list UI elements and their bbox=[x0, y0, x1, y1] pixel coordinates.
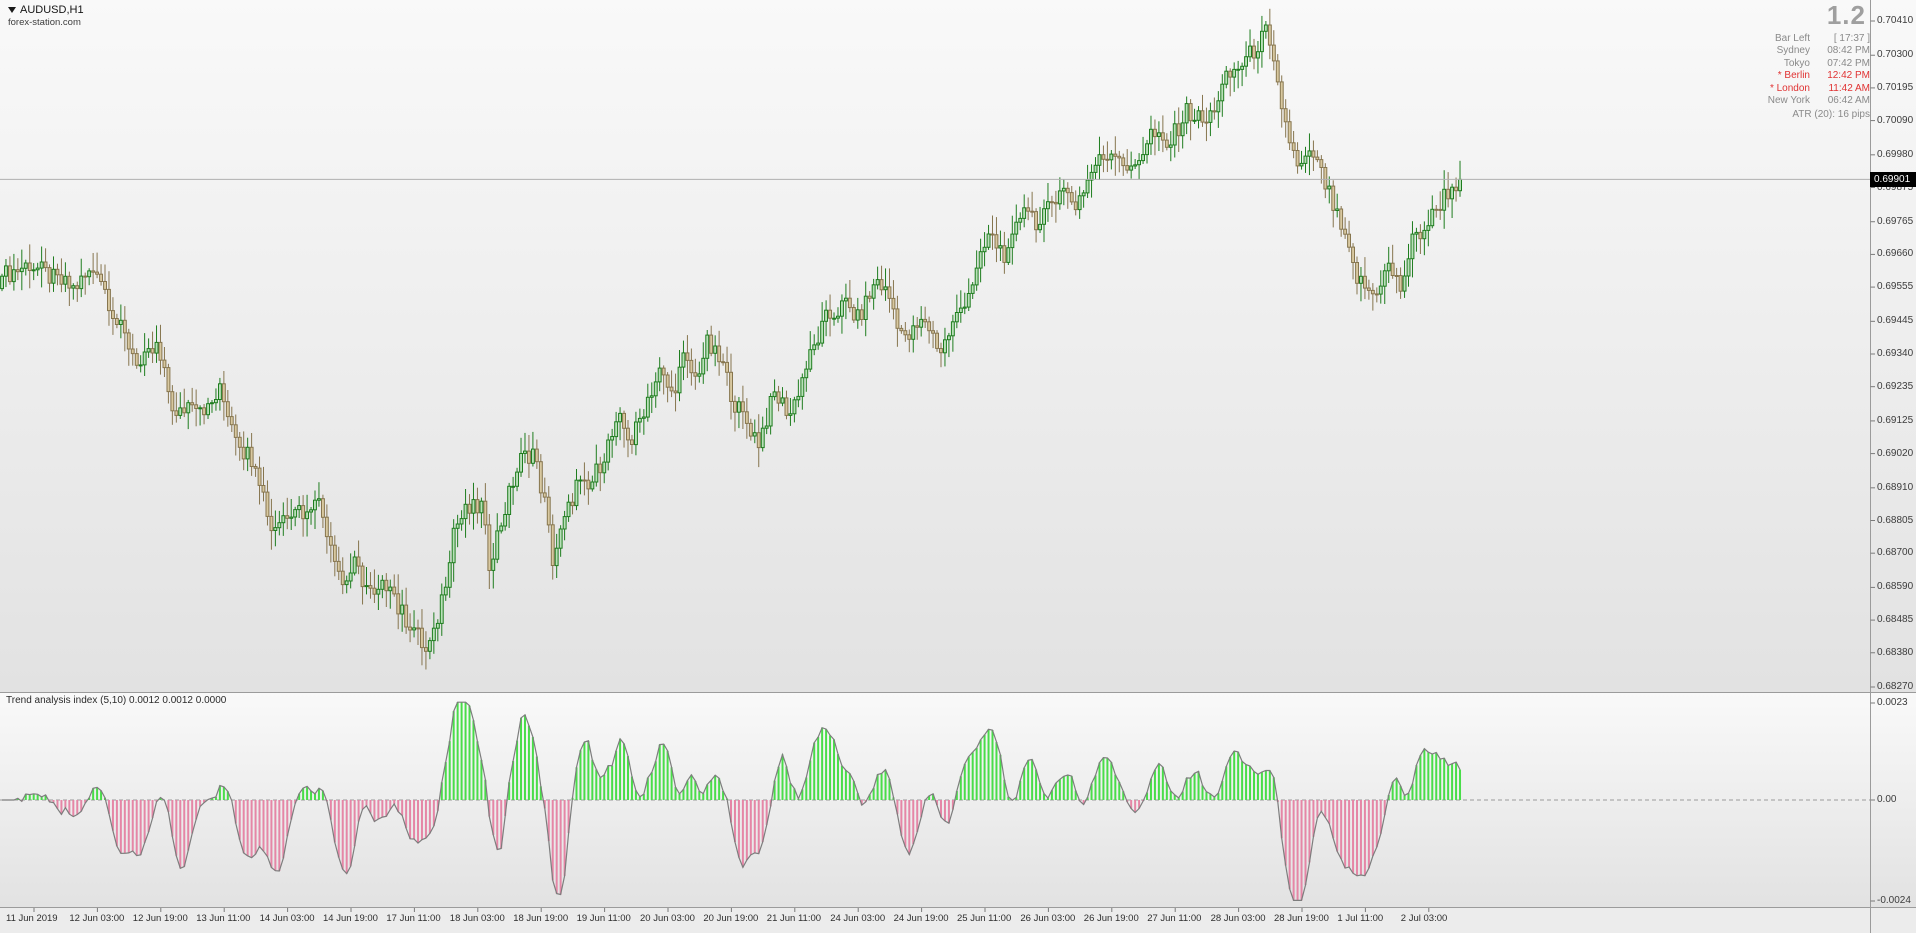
clock-row-value: [ 17:37 ] bbox=[1833, 33, 1870, 44]
time-axis-label: 20 Jun 19:00 bbox=[703, 913, 759, 924]
indicator-axis-label: 0.0023 bbox=[1877, 697, 1908, 708]
time-axis-label: 13 Jun 11:00 bbox=[196, 913, 251, 924]
price-axis-label: 0.69445 bbox=[1877, 315, 1914, 327]
candlestick-series[interactable] bbox=[0, 8, 1462, 670]
clock-row: New York 06:42 AM bbox=[1700, 95, 1870, 107]
time-axis-label: 26 Jun 19:00 bbox=[1083, 913, 1139, 924]
time-axis-label: 24 Jun 03:00 bbox=[830, 913, 886, 924]
clock-row-label: Tokyo bbox=[1783, 57, 1810, 69]
price-axis-label: 0.70410 bbox=[1877, 15, 1914, 26]
price-axis-label: 0.68270 bbox=[1877, 681, 1914, 692]
time-axis-label: 25 Jun 11:00 bbox=[957, 913, 1012, 924]
indicator-axis-label: 0.00 bbox=[1877, 794, 1897, 805]
clock-row-label: New York bbox=[1767, 95, 1810, 107]
symbol-title: AUDUSD,H1 bbox=[20, 4, 84, 16]
price-axis-label: 0.69125 bbox=[1877, 414, 1914, 426]
price-axis-label: 0.70090 bbox=[1877, 114, 1914, 126]
clock-row-value: 08:42 PM bbox=[1827, 45, 1870, 57]
session-clock-rows: Bar Left [ 17:37 ] Sydney 08:42 PM Tokyo 07:4… bbox=[1700, 33, 1870, 107]
time-axis-label: 27 Jun 11:00 bbox=[1147, 913, 1202, 924]
time-axis-label: 17 Jun 11:00 bbox=[386, 913, 441, 924]
main-pane-background bbox=[0, 0, 1916, 693]
price-axis-label: 0.68380 bbox=[1877, 646, 1914, 658]
clock-row-label: * Berlin bbox=[1777, 70, 1810, 82]
clock-row-label: Sydney bbox=[1776, 45, 1810, 57]
time-axis-label: 2 Jul 03:00 bbox=[1400, 913, 1448, 924]
price-axis-label: 0.68910 bbox=[1877, 481, 1914, 493]
time-axis-label: 11 Jun 2019 bbox=[6, 913, 58, 924]
clock-row: Bar Left [ 17:37 ] bbox=[1700, 33, 1870, 45]
clock-row-value: 11:42 AM bbox=[1828, 82, 1870, 94]
clock-row: Sydney 08:42 PM bbox=[1700, 45, 1870, 57]
price-axis-label: 0.69340 bbox=[1877, 348, 1914, 359]
tai-outline-line bbox=[2, 701, 1461, 902]
clock-row: Tokyo 07:42 PM bbox=[1700, 58, 1870, 70]
price-axis-label: 0.69980 bbox=[1877, 148, 1914, 160]
price-axis-label: 0.69555 bbox=[1877, 281, 1914, 293]
time-axis-label: 1 Jul 11:00 bbox=[1337, 913, 1384, 924]
time-axis-label: 14 Jun 03:00 bbox=[259, 913, 315, 924]
price-axis-label: 0.69765 bbox=[1877, 215, 1914, 227]
price-axis-label: 0.69020 bbox=[1877, 447, 1914, 459]
time-axis-label: 12 Jun 03:00 bbox=[69, 913, 125, 924]
clock-row: * London 11:42 AM bbox=[1700, 83, 1870, 95]
time-axis-background bbox=[0, 908, 1916, 933]
time-axis-label: 18 Jun 03:00 bbox=[449, 913, 505, 924]
price-axis-label: 0.69875 bbox=[1877, 181, 1914, 193]
time-axis-label: 21 Jun 11:00 bbox=[766, 913, 822, 924]
time-axis-label: 19 Jun 11:00 bbox=[576, 913, 631, 924]
price-axis-label: 0.68700 bbox=[1877, 547, 1914, 559]
site-watermark: forex-station.com bbox=[8, 17, 81, 28]
price-axis-label: 0.70195 bbox=[1877, 81, 1914, 93]
spread-value: 1.2 bbox=[1826, 0, 1866, 30]
time-axis-label: 28 Jun 19:00 bbox=[1274, 913, 1329, 924]
current-price-tag: 0.69901 bbox=[1870, 171, 1916, 187]
price-axis-label: 0.68485 bbox=[1877, 614, 1914, 626]
time-axis-label: 18 Jun 19:00 bbox=[513, 913, 569, 924]
time-axis-label: 12 Jun 19:00 bbox=[132, 913, 188, 924]
symbol-dropdown-icon[interactable] bbox=[8, 7, 16, 13]
time-axis-label: 26 Jun 03:00 bbox=[1020, 913, 1076, 924]
time-axis-label: 14 Jun 19:00 bbox=[323, 913, 378, 924]
tai-histogram-series[interactable] bbox=[2, 701, 1462, 902]
indicator-axis-label: -0.0024 bbox=[1877, 895, 1911, 906]
indicator-title: Trend analysis index (5,10) 0.0012 0.001… bbox=[6, 695, 227, 706]
clock-panel: Bar Left [ 17:37 ] Sydney 08:42 PM Tokyo 07:4… bbox=[1700, 33, 1870, 122]
clock-row-label: Bar Left bbox=[1774, 33, 1810, 44]
atr-value: ATR (20): 16 pips bbox=[1792, 109, 1870, 121]
clock-row-value: 06:42 AM bbox=[1827, 95, 1870, 107]
price-axis-label: 0.68590 bbox=[1877, 581, 1914, 593]
clock-row-label: * London bbox=[1769, 82, 1810, 94]
time-axis-label: 20 Jun 03:00 bbox=[640, 913, 695, 924]
price-axis-label: 0.69235 bbox=[1877, 380, 1914, 392]
symbol-block: AUDUSD,H1 forex-station.com bbox=[8, 4, 84, 28]
clock-row-value: 12:42 PM bbox=[1827, 70, 1870, 82]
price-axis-label: 0.68805 bbox=[1877, 514, 1914, 526]
price-axis-label: 0.69660 bbox=[1877, 248, 1914, 260]
clock-row: * Berlin 12:42 PM bbox=[1700, 70, 1870, 82]
time-axis-label: 28 Jun 03:00 bbox=[1210, 913, 1266, 924]
clock-row-value: 07:42 PM bbox=[1827, 57, 1870, 69]
time-axis-label: 24 Jun 19:00 bbox=[893, 913, 949, 924]
price-axis-label: 0.70300 bbox=[1877, 49, 1914, 61]
